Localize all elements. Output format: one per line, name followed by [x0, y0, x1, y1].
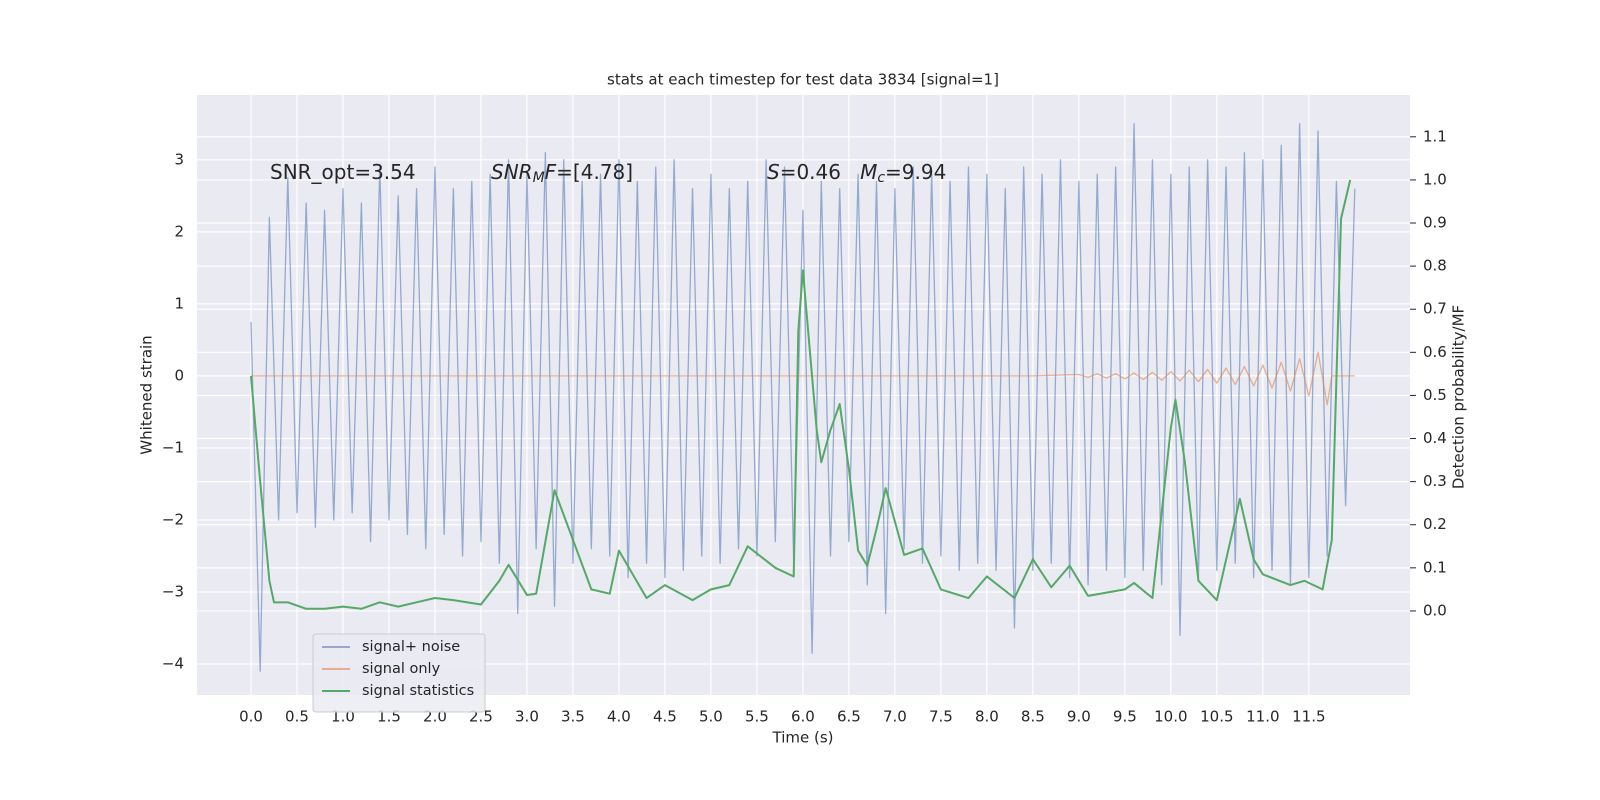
x-tick-label: 6.5 [837, 708, 861, 726]
y2-axis-label: Detection probability/MF [1450, 305, 1468, 489]
y-tick-label: 2 [174, 222, 184, 240]
series-line [250, 123, 1356, 672]
marks [249, 123, 1356, 672]
annotation-part: =9.94 [885, 160, 946, 184]
x-tick-label: 4.5 [653, 708, 677, 726]
y-axis-label: Whitened strain [138, 335, 156, 454]
y-tick-label: −2 [162, 510, 184, 528]
x-tick-label: 10.0 [1154, 708, 1187, 726]
annotation-part: S [767, 160, 780, 184]
y-tick-label: 1 [174, 294, 184, 312]
annotation-part: F [545, 160, 557, 184]
x-tick-label: 5.5 [745, 708, 769, 726]
y-tick-label: −4 [162, 655, 184, 673]
annotation-part: SNR_opt=3.54 [270, 160, 416, 184]
legend: signal+ noise signal only signal statistic… [312, 633, 486, 713]
y2-tick-label: 0.2 [1423, 515, 1447, 533]
x-tick-label: 9.0 [1067, 708, 1091, 726]
annotation-part: SNR [491, 160, 533, 184]
chart-title: stats at each timestep for test data 383… [607, 71, 999, 89]
x-tick-label: 6.0 [791, 708, 815, 726]
y2-tick-label: 0.4 [1423, 429, 1447, 447]
annotation-part: =[4.78] [556, 160, 633, 184]
annotation-part: M [860, 160, 877, 184]
x-tick-label: 11.0 [1246, 708, 1279, 726]
y-tick-label: −1 [162, 438, 184, 456]
y-tick-label: 0 [174, 366, 184, 384]
x-tick-label: 0.0 [239, 708, 263, 726]
y2-tick-label: 0.7 [1423, 300, 1447, 318]
series-line [250, 351, 1355, 406]
legend-label: signal only [362, 661, 441, 677]
y-tick-label: −3 [162, 582, 184, 600]
x-tick-label: 5.0 [699, 708, 723, 726]
annotation-part: c [877, 170, 885, 186]
y2-tick-label: 0.0 [1423, 601, 1447, 619]
y2-tick-label: 0.8 [1423, 257, 1447, 275]
annotation: S=0.46 Mc=9.94 [767, 160, 946, 187]
y-tick-label: 3 [174, 150, 184, 168]
x-tick-label: 7.0 [883, 708, 907, 726]
x-tick-label: 11.5 [1292, 708, 1325, 726]
annotation: SNR_opt=3.54 [270, 160, 416, 184]
y2-tick-label: 1.0 [1423, 170, 1447, 188]
x-tick-label: 9.5 [1113, 708, 1137, 726]
y2-tick-label: 0.9 [1423, 214, 1447, 232]
y2-tick-label: 1.1 [1423, 127, 1447, 145]
annotation-part: M [533, 170, 545, 186]
series-line [249, 179, 1352, 610]
x-tick-label: 3.5 [561, 708, 585, 726]
x-tick-label: 0.5 [285, 708, 309, 726]
x-tick-label: 3.0 [515, 708, 539, 726]
x-tick-label: 8.0 [975, 708, 999, 726]
y2-tick-label: 0.1 [1423, 558, 1447, 576]
x-axis-label: Time (s) [772, 729, 834, 747]
annotation-part: =0.46 [780, 160, 860, 184]
annotation: SNRMF=[4.78] [491, 160, 633, 187]
legend-label: signal statistics [362, 683, 474, 699]
labels: 0.0 0.5 1.0 1.5 2.0 2.5 3.0 3.5 4.0 4.5 5.0 5.5 6.0 6… [162, 127, 1447, 725]
y2-tick-label: 0.3 [1423, 472, 1447, 490]
legend-label: signal+ noise [362, 639, 460, 655]
x-tick-label: 8.5 [1021, 708, 1045, 726]
x-tick-label: 7.5 [929, 708, 953, 726]
x-tick-label: 4.0 [607, 708, 631, 726]
x-tick-label: 10.5 [1200, 708, 1233, 726]
legend-box [312, 633, 486, 713]
y2-tick-label: 0.5 [1423, 386, 1447, 404]
y2-tick-label: 0.6 [1423, 343, 1447, 361]
